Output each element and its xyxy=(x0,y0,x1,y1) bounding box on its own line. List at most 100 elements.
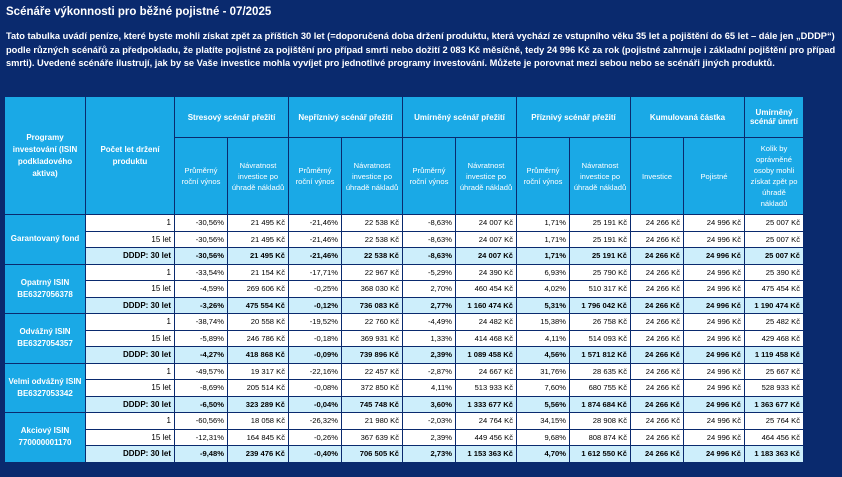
value-cell: 31,76% xyxy=(517,363,569,379)
product-name: Odvážný ISIN BE6327054357 xyxy=(5,314,85,363)
value-cell: 24 996 Kč xyxy=(684,330,744,346)
holding-period-cell: 15 let xyxy=(86,281,174,297)
value-cell: 239 476 Kč xyxy=(228,446,288,462)
value-cell: 1 874 684 Kč xyxy=(570,396,630,412)
value-cell: 24 996 Kč xyxy=(684,248,744,264)
value-cell: 25 007 Kč xyxy=(745,215,803,231)
product-name: Akciový ISIN 770000001170 xyxy=(5,413,85,462)
value-cell: -0,04% xyxy=(289,396,341,412)
value-cell: 269 606 Kč xyxy=(228,281,288,297)
value-cell: 26 758 Kč xyxy=(570,314,630,330)
value-cell: 22 967 Kč xyxy=(342,264,402,280)
value-cell: -49,57% xyxy=(175,363,227,379)
value-cell: 21 495 Kč xyxy=(228,248,288,264)
value-cell: 25 191 Kč xyxy=(570,231,630,247)
value-cell: -0,26% xyxy=(289,429,341,445)
value-cell: 24 266 Kč xyxy=(631,264,683,280)
value-cell: 475 454 Kč xyxy=(745,281,803,297)
value-cell: 22 457 Kč xyxy=(342,363,402,379)
value-cell: 15,38% xyxy=(517,314,569,330)
table-row: 15 let -5,89% 246 786 Kč -0,18% 369 931 Kč 1,… xyxy=(5,330,803,346)
value-cell: 24 996 Kč xyxy=(684,264,744,280)
value-cell: -0,09% xyxy=(289,347,341,363)
value-cell: -21,46% xyxy=(289,231,341,247)
holding-period-cell: 1 xyxy=(86,264,174,280)
scenarios-table: Programy investování (ISIN podkladového … xyxy=(4,96,804,463)
product-name: Opatrný ISIN BE6327056378 xyxy=(5,264,85,313)
value-cell: -2,03% xyxy=(403,413,455,429)
stress-return-header: Návratnost investice po úhradě nákladů xyxy=(228,138,288,214)
value-cell: -30,56% xyxy=(175,215,227,231)
value-cell: -22,16% xyxy=(289,363,341,379)
value-cell: 464 456 Kč xyxy=(745,429,803,445)
table-row: 15 let -4,59% 269 606 Kč -0,25% 368 030 Kč 2,… xyxy=(5,281,803,297)
value-cell: 24 996 Kč xyxy=(684,215,744,231)
value-cell: 24 266 Kč xyxy=(631,248,683,264)
investment-header: Investice xyxy=(631,138,683,214)
value-cell: 24 764 Kč xyxy=(456,413,516,429)
unfavourable-header: Nepříznivý scénář přežití xyxy=(289,97,402,137)
value-cell: -0,40% xyxy=(289,446,341,462)
period-header: Počet let držení produktu xyxy=(86,97,174,214)
value-cell: -8,69% xyxy=(175,380,227,396)
value-cell: 205 514 Kč xyxy=(228,380,288,396)
value-cell: 24 996 Kč xyxy=(684,297,744,313)
cumulative-header: Kumulovaná částka xyxy=(631,97,744,137)
value-cell: 24 266 Kč xyxy=(631,446,683,462)
value-cell: 706 505 Kč xyxy=(342,446,402,462)
value-cell: 25 191 Kč xyxy=(570,215,630,231)
value-cell: 25 790 Kč xyxy=(570,264,630,280)
value-cell: 24 266 Kč xyxy=(631,380,683,396)
holding-period-cell: 15 let xyxy=(86,330,174,346)
value-cell: 2,70% xyxy=(403,281,455,297)
value-cell: 1 089 458 Kč xyxy=(456,347,516,363)
value-cell: 1 571 812 Kč xyxy=(570,347,630,363)
unfav-avg-header: Průměrný roční výnos xyxy=(289,138,341,214)
value-cell: -17,71% xyxy=(289,264,341,280)
holding-period-cell: 1 xyxy=(86,314,174,330)
page-title: Scénáře výkonnosti pro běžné pojistné - … xyxy=(6,6,272,18)
moder-return-header: Návratnost investice po úhradě nákladů xyxy=(456,138,516,214)
value-cell: 25 482 Kč xyxy=(745,314,803,330)
value-cell: 429 468 Kč xyxy=(745,330,803,346)
value-cell: 808 874 Kč xyxy=(570,429,630,445)
value-cell: -4,59% xyxy=(175,281,227,297)
value-cell: 739 896 Kč xyxy=(342,347,402,363)
value-cell: 34,15% xyxy=(517,413,569,429)
table-row: DDDP: 30 let -30,56% 21 495 Kč -21,46% 22 53… xyxy=(5,248,803,264)
value-cell: 21 154 Kč xyxy=(228,264,288,280)
value-cell: 680 755 Kč xyxy=(570,380,630,396)
holding-period-cell: 1 xyxy=(86,363,174,379)
holding-period-cell: 15 let xyxy=(86,380,174,396)
value-cell: 6,93% xyxy=(517,264,569,280)
value-cell: 2,77% xyxy=(403,297,455,313)
value-cell: 5,56% xyxy=(517,396,569,412)
holding-period-cell: 1 xyxy=(86,413,174,429)
value-cell: 24 996 Kč xyxy=(684,231,744,247)
value-cell: 25 191 Kč xyxy=(570,248,630,264)
value-cell: 24 007 Kč xyxy=(456,248,516,264)
fav-return-header: Návratnost investice po úhradě nákladů xyxy=(570,138,630,214)
value-cell: -9,48% xyxy=(175,446,227,462)
value-cell: 510 317 Kč xyxy=(570,281,630,297)
value-cell: 24 996 Kč xyxy=(684,363,744,379)
value-cell: 24 996 Kč xyxy=(684,413,744,429)
value-cell: 3,60% xyxy=(403,396,455,412)
value-cell: 25 007 Kč xyxy=(745,231,803,247)
favourable-header: Příznivý scénář přežití xyxy=(517,97,630,137)
value-cell: 21 495 Kč xyxy=(228,231,288,247)
value-cell: 7,60% xyxy=(517,380,569,396)
value-cell: 24 996 Kč xyxy=(684,429,744,445)
value-cell: 24 482 Kč xyxy=(456,314,516,330)
holding-period-cell: DDDP: 30 let xyxy=(86,347,174,363)
value-cell: 28 635 Kč xyxy=(570,363,630,379)
value-cell: 4,11% xyxy=(517,330,569,346)
value-cell: 24 266 Kč xyxy=(631,281,683,297)
value-cell: 24 996 Kč xyxy=(684,314,744,330)
value-cell: 1 183 363 Kč xyxy=(745,446,803,462)
value-cell: 24 266 Kč xyxy=(631,215,683,231)
value-cell: 4,02% xyxy=(517,281,569,297)
value-cell: 24 266 Kč xyxy=(631,330,683,346)
value-cell: 1,71% xyxy=(517,215,569,231)
holding-period-cell: DDDP: 30 let xyxy=(86,248,174,264)
